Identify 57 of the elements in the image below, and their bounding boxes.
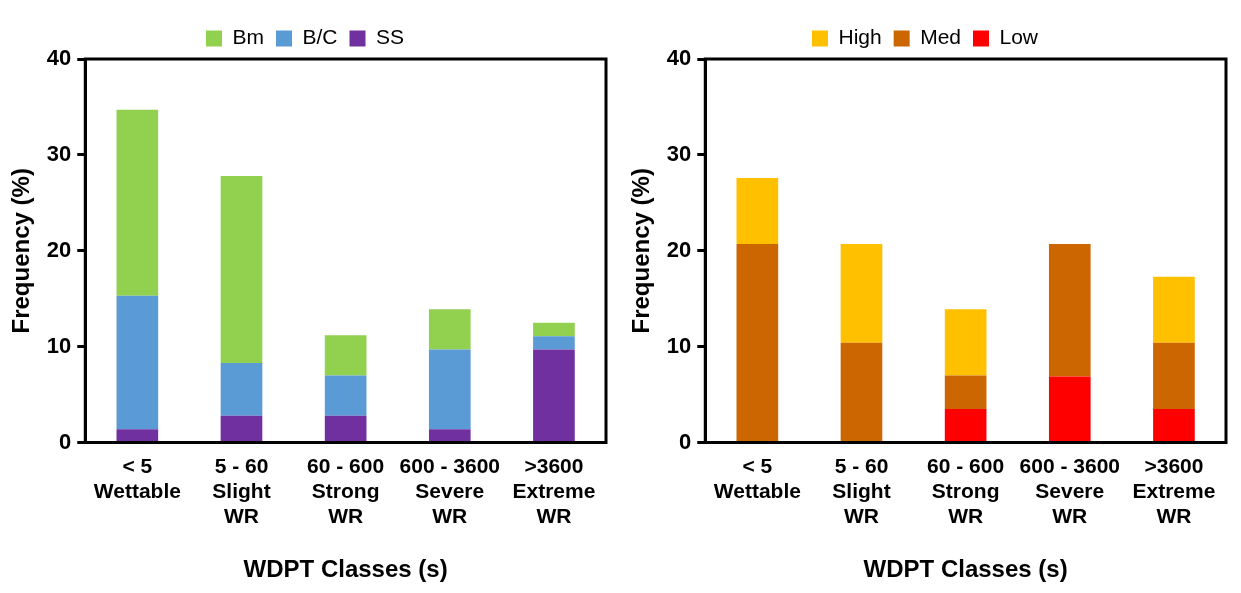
bar bbox=[944, 309, 987, 376]
bar bbox=[220, 415, 263, 442]
bar bbox=[1048, 376, 1091, 442]
x-axis-title: WDPT Classes (s) bbox=[863, 555, 1068, 583]
y-tick-label: 20 bbox=[666, 236, 692, 262]
x-tick-label: 5 - 60 Slight WR bbox=[212, 454, 271, 528]
legend-label: B/C bbox=[302, 25, 338, 49]
x-tick-label: >3600 Extreme WR bbox=[512, 454, 596, 528]
x-tick-label: >3600 Extreme WR bbox=[1132, 454, 1216, 528]
bar bbox=[116, 429, 159, 442]
bar bbox=[116, 295, 159, 430]
bar bbox=[220, 176, 263, 363]
bar bbox=[1153, 276, 1195, 343]
x-tick-label: 600 - 3600 Severe WR bbox=[399, 454, 500, 528]
legend-label: Med bbox=[920, 25, 962, 49]
bar bbox=[1153, 342, 1195, 410]
y-tick-label: 10 bbox=[666, 332, 692, 358]
bar bbox=[324, 415, 367, 442]
y-tick-label: 20 bbox=[46, 236, 72, 262]
legend-label: Bm bbox=[232, 25, 264, 49]
x-tick-label: 60 - 600 Strong WR bbox=[927, 454, 1005, 528]
legend-label: High bbox=[838, 25, 882, 49]
bar bbox=[116, 109, 159, 296]
bar bbox=[1153, 409, 1195, 442]
y-tick-label: 0 bbox=[59, 428, 72, 454]
y-tick-label: 30 bbox=[666, 140, 692, 166]
bar bbox=[736, 177, 779, 245]
bar bbox=[533, 336, 575, 350]
legend-label: SS bbox=[376, 25, 405, 49]
y-tick-label: 40 bbox=[46, 45, 72, 71]
bar bbox=[324, 375, 367, 416]
x-tick-label: < 5 Wettable bbox=[93, 454, 181, 503]
bar bbox=[736, 244, 779, 442]
x-tick-label: 60 - 600 Strong WR bbox=[307, 454, 385, 528]
y-axis-title: Frequency (%) bbox=[627, 168, 655, 334]
y-tick-label: 40 bbox=[666, 45, 692, 71]
bar bbox=[944, 375, 987, 410]
bar bbox=[840, 244, 883, 343]
bar bbox=[944, 409, 987, 442]
bar bbox=[428, 429, 471, 442]
bar bbox=[220, 363, 263, 416]
y-tick-label: 30 bbox=[46, 140, 72, 166]
x-tick-label: < 5 Wettable bbox=[713, 454, 801, 503]
bar bbox=[840, 342, 883, 442]
legend-label: Low bbox=[999, 25, 1039, 49]
x-axis-title: WDPT Classes (s) bbox=[243, 555, 448, 583]
x-tick-label: 5 - 60 Slight WR bbox=[832, 454, 891, 528]
y-tick-label: 10 bbox=[46, 332, 72, 358]
bar bbox=[428, 349, 471, 430]
bar bbox=[533, 349, 575, 442]
bar bbox=[324, 335, 367, 376]
bar bbox=[428, 309, 471, 350]
y-axis-title: Frequency (%) bbox=[7, 168, 35, 334]
bar bbox=[1048, 244, 1091, 377]
bar bbox=[533, 322, 575, 337]
x-tick-label: 600 - 3600 Severe WR bbox=[1019, 454, 1120, 528]
y-tick-label: 0 bbox=[679, 428, 692, 454]
